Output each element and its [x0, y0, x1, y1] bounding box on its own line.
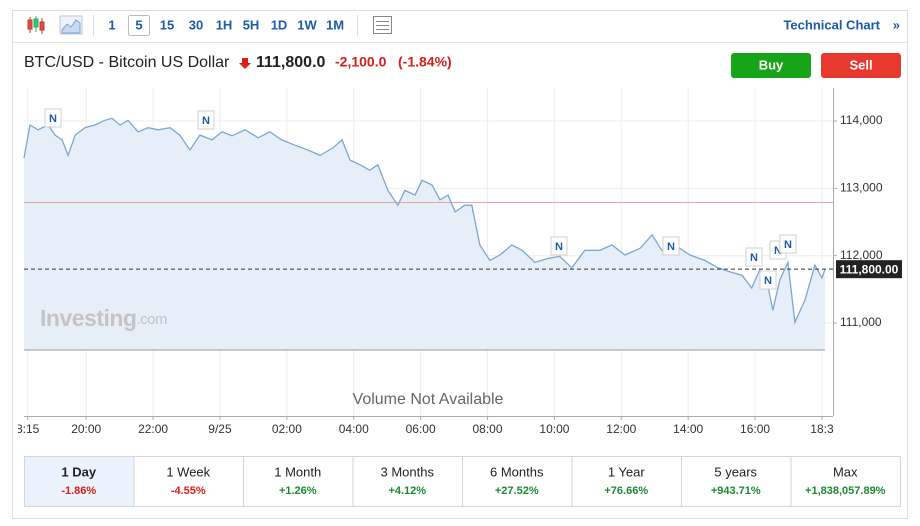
technical-chart-link[interactable]: Technical Chart [783, 17, 880, 32]
period-label[interactable]: 5 years [714, 464, 757, 479]
x-tick-label: 9/25 [208, 422, 232, 436]
news-label[interactable]: N [202, 115, 210, 127]
period-change: +1.26% [279, 485, 317, 497]
y-tick-label: 112,000 [840, 248, 883, 262]
period-label[interactable]: 6 Months [490, 464, 544, 479]
area [24, 118, 825, 350]
news-box[interactable] [745, 247, 763, 267]
period-label[interactable]: 1 Year [608, 464, 646, 479]
interval[interactable]: 1 [108, 17, 115, 32]
period-cell[interactable] [571, 456, 682, 507]
news-box[interactable] [197, 110, 215, 130]
news-box[interactable] [550, 236, 568, 256]
x-tick-label: 8:15 [16, 422, 40, 436]
x-tick-label: 20:00 [71, 422, 101, 436]
buy-button[interactable] [731, 53, 811, 78]
candle-icon[interactable] [27, 16, 45, 34]
symbol: BTC/USD - Bitcoin US Dollar [24, 54, 230, 71]
period-label[interactable]: Max [833, 464, 858, 479]
link-arrow: » [893, 17, 900, 32]
price: 111,800.0 [256, 54, 326, 71]
interval[interactable]: 5 [135, 17, 142, 32]
x-tick-label: 22:00 [138, 422, 168, 436]
interval[interactable]: 30 [189, 17, 203, 32]
period-change: +27.52% [495, 485, 539, 497]
period-change: +76.66% [604, 485, 648, 497]
period-label[interactable]: 1 Month [274, 464, 321, 479]
y-tick-label: 113,000 [840, 181, 883, 195]
period-change: -4.55% [171, 485, 206, 497]
news-label[interactable]: N [764, 275, 772, 287]
period-label[interactable]: 1 Week [166, 464, 210, 479]
interval[interactable]: 15 [160, 17, 174, 32]
news-label[interactable]: N [784, 239, 792, 251]
interval[interactable]: 1H [216, 17, 233, 32]
price-tag [836, 260, 902, 279]
period-change: +943.71% [711, 485, 761, 497]
x-tick-label: 10:00 [539, 422, 569, 436]
x-ticks: 8:15 20:00 22:00 9/25 02:00 04:00 06:00 08:00 10… [16, 422, 834, 436]
sell-button[interactable] [821, 53, 901, 78]
interval[interactable]: 1W [297, 17, 317, 32]
x-tick-label: 06:00 [406, 422, 436, 436]
period-cell[interactable] [352, 456, 463, 507]
period-cell[interactable] [243, 456, 354, 507]
change: -2,100.0 [335, 54, 387, 70]
table-icon[interactable] [373, 16, 392, 34]
volume-note: Volume Not Available [353, 391, 504, 408]
interval[interactable]: 5H [243, 17, 260, 32]
y-tick-label: 114,000 [840, 113, 883, 127]
down-arrow [239, 58, 251, 69]
change-pct: (-1.84%) [398, 54, 452, 70]
interval[interactable]: 1M [326, 17, 344, 32]
watermark-suffix: .com [136, 311, 167, 328]
news-label[interactable]: N [667, 241, 675, 253]
x-tick-label: 04:00 [339, 422, 369, 436]
interval[interactable]: 1D [271, 17, 288, 32]
period-cell[interactable] [133, 456, 244, 507]
period-label[interactable]: 1 Day [61, 464, 96, 479]
period-label[interactable]: 3 Months [381, 464, 435, 479]
x-tick-label: 16:00 [740, 422, 770, 436]
news-label[interactable]: N [750, 252, 758, 264]
y-tick-label: 111,000 [840, 315, 882, 329]
period-change: -1.86% [61, 485, 96, 497]
watermark-brand: Investing [40, 305, 136, 331]
x-tick-label: 12:00 [606, 422, 636, 436]
watermark: Investing.com [40, 305, 167, 331]
buy-label[interactable]: Buy [759, 57, 784, 72]
period-cell[interactable] [790, 456, 901, 507]
news-box[interactable] [44, 108, 62, 128]
news-label[interactable]: N [774, 245, 782, 257]
period-change: +4.12% [388, 485, 426, 497]
price-tag-label: 111,800.00 [840, 262, 899, 276]
period-change: +1,838,057.89% [805, 485, 886, 497]
x-tick-label: 08:00 [473, 422, 503, 436]
x-tick-label: 18:3 [810, 422, 834, 436]
news-label[interactable]: N [49, 113, 57, 125]
price-line-series [23, 117, 826, 325]
sell-label[interactable]: Sell [849, 57, 872, 72]
news-box[interactable] [779, 234, 797, 254]
x-tick-label: 02:00 [272, 422, 302, 436]
news-box[interactable] [759, 270, 777, 290]
news-box[interactable] [662, 236, 680, 256]
interval-selected [128, 15, 150, 36]
area-icon[interactable] [59, 15, 83, 35]
news-label[interactable]: N [555, 241, 563, 253]
x-tick-label: 14:00 [673, 422, 703, 436]
